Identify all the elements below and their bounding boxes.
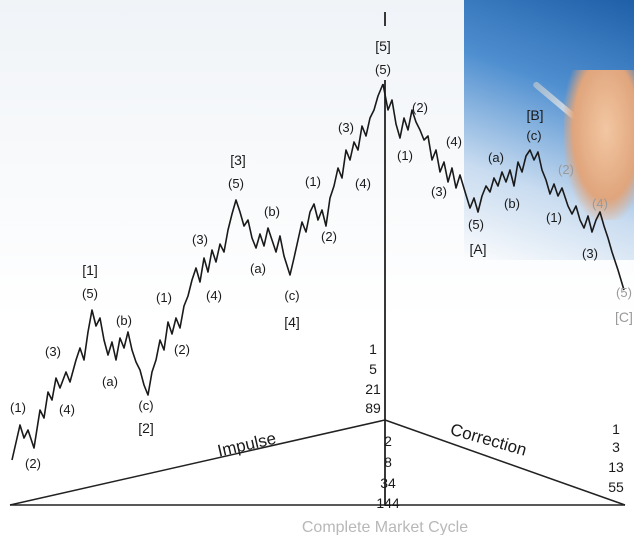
fib-number-lower: 8	[384, 454, 392, 470]
impulse-axis-label: Impulse	[216, 429, 278, 461]
fib-number-upper: 21	[365, 381, 381, 397]
wave-label: (a)	[250, 261, 266, 276]
major-wave-label: [A]	[469, 241, 486, 257]
fib-number-right: 13	[608, 459, 624, 475]
fib-number-upper: 1	[369, 341, 377, 357]
wave-label: (3)	[338, 120, 354, 135]
fib-number-right: 1	[612, 421, 620, 437]
wave-label: (1)	[397, 148, 413, 163]
wave-label: (4)	[592, 196, 608, 211]
fib-number-right: 3	[612, 439, 620, 455]
wave-label: (b)	[504, 196, 520, 211]
wave-label: (4)	[59, 402, 75, 417]
impulse-wave-line	[11, 83, 384, 461]
major-wave-label: [2]	[138, 420, 154, 436]
major-wave-label: [3]	[230, 152, 246, 168]
wave-label: (4)	[355, 176, 371, 191]
wave-label: (b)	[116, 313, 132, 328]
fib-number-lower: 34	[380, 475, 396, 491]
wave-label: (c)	[138, 398, 153, 413]
wave-label: (5)	[375, 62, 391, 77]
wave-label: (5)	[228, 176, 244, 191]
wave-label: (a)	[102, 374, 118, 389]
fib-number-upper: 5	[369, 361, 377, 377]
major-wave-label: [4]	[284, 314, 300, 330]
wave-label: (1)	[156, 290, 172, 305]
wave-label: (1)	[10, 400, 26, 415]
wave-label: (4)	[446, 134, 462, 149]
wave-label: (2)	[412, 100, 428, 115]
wave-label: (2)	[174, 342, 190, 357]
wave-label: (2)	[321, 229, 337, 244]
correction-wave-line	[382, 83, 625, 291]
major-wave-label: [1]	[82, 262, 98, 278]
major-wave-label: [C]	[615, 309, 633, 325]
wave-label-layer: (1) (2) (3) (4) (5) [1] (a) (b) (c) [2] (1) (2) (3) (…	[10, 38, 633, 535]
wave-label: (1)	[546, 210, 562, 225]
wave-label: (3)	[582, 246, 598, 261]
wave-label: (a)	[488, 150, 504, 165]
fib-number-right: 55	[608, 479, 624, 495]
correction-base-line	[384, 419, 626, 506]
wave-label: (4)	[206, 288, 222, 303]
wave-label: (5)	[468, 217, 484, 232]
fib-number-lower: 2	[384, 433, 392, 449]
major-wave-label: [5]	[375, 38, 391, 54]
caption-text: Complete Market Cycle	[302, 519, 468, 535]
major-wave-label: [B]	[526, 107, 543, 123]
wave-label: (2)	[25, 456, 41, 471]
wave-label: (b)	[264, 204, 280, 219]
wave-label: (c)	[284, 288, 299, 303]
hand-image	[564, 70, 634, 220]
wave-label: (3)	[192, 232, 208, 247]
wave-label: (2)	[558, 162, 574, 177]
wave-label: (3)	[431, 184, 447, 199]
correction-axis-label: Correction	[448, 420, 529, 460]
wave-label: (5)	[82, 286, 98, 301]
fib-number-lower: 144	[376, 495, 400, 511]
fib-number-upper: 89	[365, 400, 381, 416]
impulse-base-line	[9, 419, 386, 506]
wave-label: (c)	[526, 128, 541, 143]
wave-label: (3)	[45, 344, 61, 359]
wave-label: (5)	[616, 285, 632, 300]
wave-label: (1)	[305, 174, 321, 189]
